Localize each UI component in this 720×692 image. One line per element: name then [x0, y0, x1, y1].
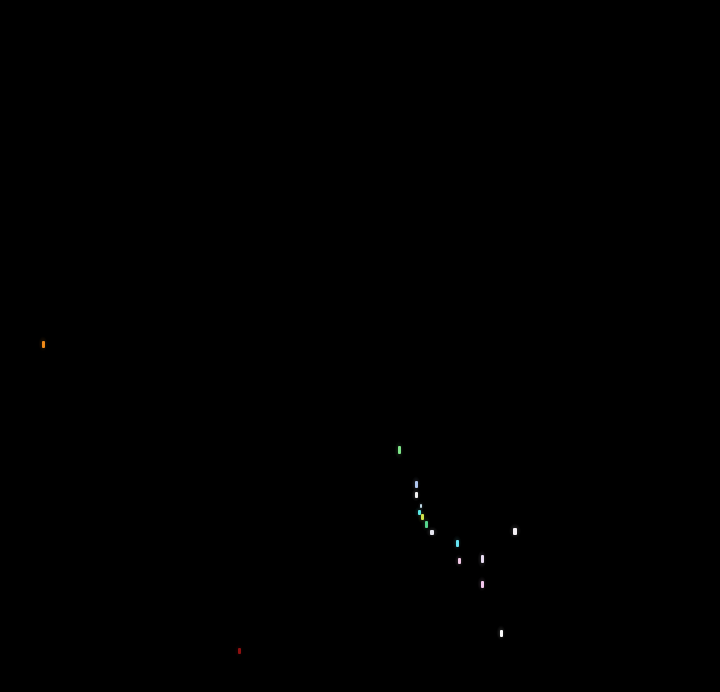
point-source-p09 [513, 527, 517, 535]
point-source-p05 [417, 509, 421, 515]
point-source-p15 [237, 648, 241, 654]
point-source-p07 [424, 520, 428, 528]
point-source-p08 [430, 529, 434, 535]
point-source-p03 [414, 480, 418, 488]
point-source-p14 [499, 629, 503, 637]
point-source-p13 [480, 580, 484, 588]
point-source-p04 [414, 492, 418, 498]
point-source-p16 [420, 504, 422, 508]
point-source-p01 [41, 340, 45, 348]
point-source-p06 [420, 514, 424, 520]
point-source-p10 [455, 539, 459, 547]
point-source-p11 [457, 558, 461, 564]
point-source-p02 [397, 446, 401, 454]
point-source-p12 [480, 555, 484, 563]
